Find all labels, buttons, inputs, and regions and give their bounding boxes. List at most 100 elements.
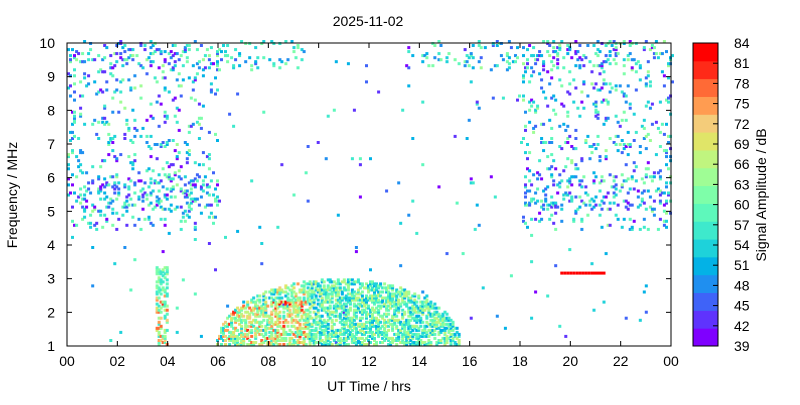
heatmap-cell: [193, 199, 197, 203]
heatmap-cell: [234, 343, 238, 346]
heatmap-cell: [85, 199, 89, 203]
heatmap-cell: [350, 322, 354, 326]
heatmap-cell: [149, 134, 153, 138]
heatmap-cell: [222, 44, 225, 47]
heatmap-cell: [572, 100, 576, 104]
heatmap-cell: [139, 84, 143, 88]
heatmap-cell: [348, 278, 352, 282]
heatmap-cell: [67, 163, 70, 167]
heatmap-cell: [658, 52, 662, 56]
heatmap-cell: [550, 195, 554, 199]
heatmap-cell: [427, 328, 431, 332]
heatmap-cell: [628, 44, 632, 47]
heatmap-cell: [409, 300, 413, 304]
heatmap-cell: [401, 288, 405, 292]
heatmap-cell: [642, 137, 646, 140]
heatmap-cell: [365, 326, 368, 330]
heatmap-cell: [286, 306, 290, 310]
heatmap-cell: [371, 296, 374, 300]
heatmap-cell: [511, 60, 515, 64]
heatmap-cell: [363, 286, 366, 290]
heatmap-cell: [401, 108, 405, 112]
heatmap-cell: [346, 62, 350, 66]
heatmap-cell: [590, 271, 594, 275]
heatmap-cell: [340, 339, 344, 342]
heatmap-cell: [292, 46, 296, 50]
heatmap-cell: [322, 284, 326, 288]
heatmap-cell: [147, 145, 151, 148]
heatmap-cell: [360, 324, 364, 328]
heatmap-cell: [240, 326, 244, 330]
heatmap-cell: [316, 308, 320, 312]
heatmap-cell: [320, 298, 324, 302]
heatmap-cell: [330, 328, 334, 332]
heatmap-cell: [312, 298, 316, 302]
heatmap-cell: [260, 306, 264, 310]
heatmap-cell: [282, 326, 286, 330]
heatmap-cell: [238, 316, 242, 320]
heatmap-cell: [552, 40, 556, 43]
heatmap-cell: [292, 318, 296, 322]
heatmap-cell: [113, 262, 117, 266]
heatmap-cell: [185, 193, 189, 197]
heatmap-cell: [328, 332, 332, 336]
heatmap-cell: [153, 179, 157, 183]
heatmap-cell: [282, 302, 286, 306]
heatmap-cell: [399, 290, 403, 294]
heatmap-cell: [330, 326, 334, 330]
heatmap-cell: [300, 290, 304, 294]
heatmap-cell: [83, 122, 87, 126]
x-tick-label: 16: [462, 353, 478, 369]
heatmap-cell: [163, 193, 167, 197]
heatmap-cell: [209, 62, 213, 66]
heatmap-cell: [373, 308, 376, 312]
heatmap-cell: [242, 336, 246, 340]
heatmap-cell: [453, 134, 457, 138]
heatmap-cell: [417, 332, 421, 336]
colorbar-segment: [693, 328, 718, 347]
heatmap-cell: [326, 334, 330, 338]
heatmap-cell: [346, 288, 350, 292]
heatmap-cell: [73, 74, 76, 78]
heatmap-cell: [356, 298, 360, 302]
heatmap-cell: [127, 177, 131, 181]
heatmap-cell: [282, 316, 286, 320]
heatmap-cell: [95, 92, 99, 96]
x-tick-label: 20: [563, 353, 579, 369]
heatmap-cell: [441, 336, 445, 340]
heatmap-cell: [395, 294, 399, 298]
heatmap-cell: [614, 114, 618, 118]
heatmap-cell: [358, 292, 362, 296]
heatmap-cell: [509, 46, 513, 50]
heatmap-cell: [248, 316, 252, 320]
heatmap-cell: [415, 316, 419, 320]
heatmap-cell: [101, 159, 105, 163]
heatmap-cell: [401, 324, 405, 328]
heatmap-cell: [582, 106, 586, 110]
heatmap-cell: [604, 44, 608, 47]
heatmap-cell: [358, 304, 362, 308]
heatmap-cell: [377, 294, 381, 298]
heatmap-cell: [548, 203, 552, 207]
heatmap-cell: [356, 292, 360, 296]
heatmap-cell: [427, 308, 431, 312]
heatmap-cell: [79, 193, 83, 197]
heatmap-cell: [159, 288, 163, 292]
heatmap-cell: [375, 316, 378, 320]
heatmap-cell: [181, 215, 185, 219]
heatmap-cell: [437, 40, 441, 43]
heatmap-cell: [379, 282, 383, 286]
heatmap-cell: [614, 46, 618, 50]
heatmap-cell: [552, 201, 556, 205]
heatmap-cell: [272, 64, 276, 68]
heatmap-cell: [230, 334, 234, 338]
heatmap-cell: [71, 151, 74, 155]
heatmap-cell: [312, 290, 316, 294]
heatmap-cell: [89, 48, 93, 52]
heatmap-cell: [318, 320, 322, 324]
heatmap-cell: [189, 187, 193, 191]
heatmap-cell: [133, 258, 137, 262]
heatmap-cell: [284, 320, 288, 324]
heatmap-cell: [310, 324, 314, 328]
heatmap-cell: [314, 280, 318, 284]
